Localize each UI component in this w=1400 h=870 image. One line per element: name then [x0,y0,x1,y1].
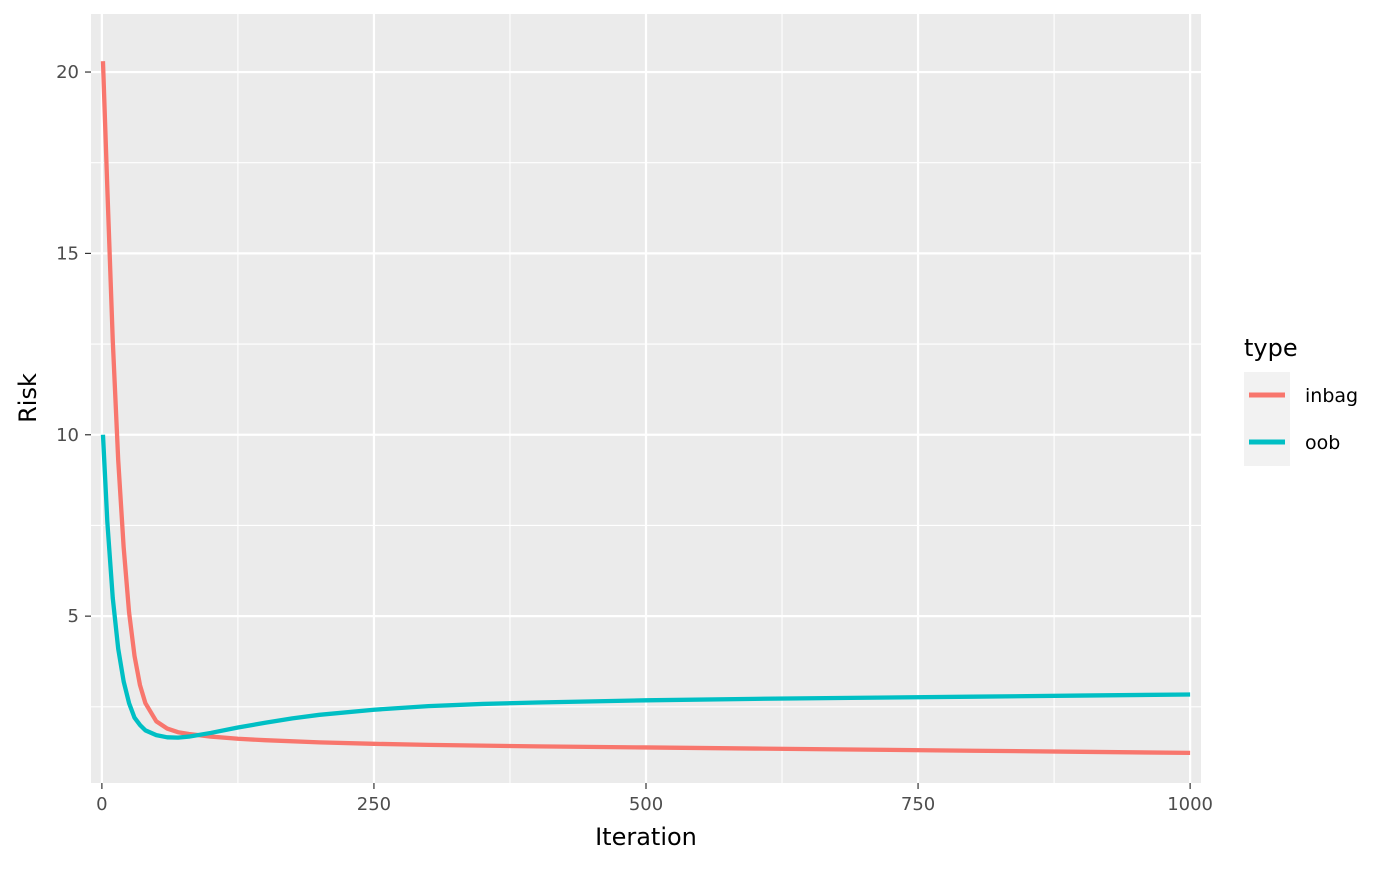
y-tick-label: 5 [68,606,79,627]
x-tick-label: 1000 [1167,794,1213,815]
y-tick-label: 10 [56,425,79,446]
x-axis-title: Iteration [595,823,697,851]
y-tick-labels: 5 10 15 20 [56,62,79,627]
legend-title: type [1244,334,1298,362]
y-tick-label: 20 [56,62,79,83]
x-tick-labels: 0 250 500 750 1000 [96,794,1213,815]
x-tick-label: 250 [357,794,391,815]
x-tick-label: 500 [629,794,663,815]
x-tick-label: 750 [901,794,935,815]
legend-label-inbag: inbag [1305,385,1358,407]
x-tick-label: 0 [96,794,107,815]
y-axis-title: Risk [14,373,42,423]
y-tick-label: 15 [56,243,79,264]
series-line-oob [100,434,1191,740]
legend-label-oob: oob [1305,432,1340,454]
axis-ticks [85,71,1191,789]
series-layer [100,61,1191,756]
major-gridlines [91,14,1201,783]
legend: type inbag oob [1244,334,1358,466]
